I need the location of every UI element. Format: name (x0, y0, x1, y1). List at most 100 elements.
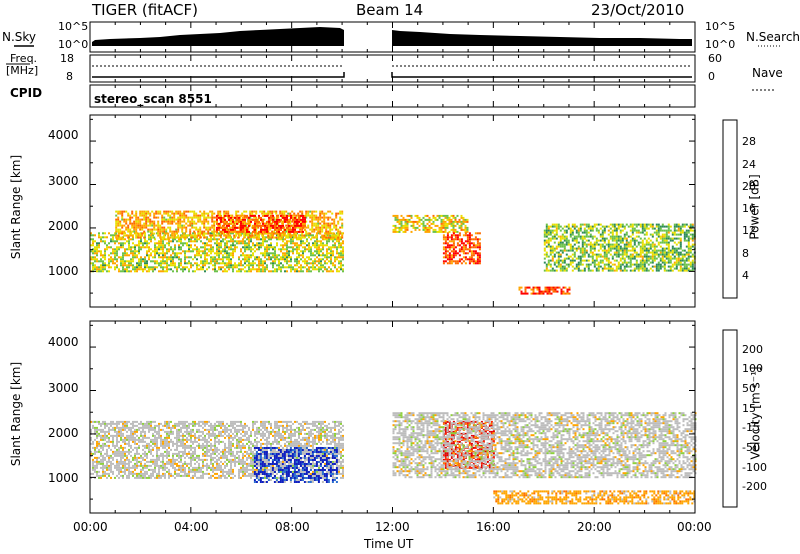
heatmap-cell (262, 224, 264, 227)
heatmap-cell (587, 255, 590, 258)
heatmap-cell (134, 446, 136, 449)
heatmap-cell (585, 235, 588, 238)
heatmap-cell (593, 243, 596, 246)
heatmap-cell (160, 262, 162, 265)
heatmap-cell (163, 210, 166, 213)
heatmap-cell (426, 218, 429, 221)
heatmap-cell (334, 260, 336, 263)
heatmap-cell (96, 472, 98, 475)
heatmap-cell (152, 234, 154, 237)
heatmap-cell (216, 218, 218, 221)
heatmap-cell (280, 268, 282, 271)
heatmap-cell (609, 235, 612, 238)
heatmap-cell (166, 250, 168, 253)
heatmap-cell (655, 225, 658, 228)
heatmap-cell (173, 218, 176, 221)
heatmap-cell (335, 236, 338, 239)
heatmap-cell (442, 236, 445, 239)
heatmap-cell (177, 222, 180, 225)
heatmap-cell (691, 235, 694, 238)
heatmap-cell (679, 231, 682, 234)
heatmap-cell (341, 226, 344, 229)
heatmap-cell (653, 259, 656, 262)
heatmap-cell (410, 214, 413, 217)
heatmap-cell (267, 210, 270, 213)
heatmap-cell (214, 260, 216, 263)
heatmap-cell (271, 232, 274, 235)
heatmap-cell (203, 210, 206, 213)
heatmap-cell (316, 244, 318, 247)
heatmap-cell (615, 251, 618, 254)
heatmap-cell (569, 227, 572, 230)
heatmap-cell (474, 250, 477, 253)
heatmap-cell (649, 225, 652, 228)
heatmap-cell (160, 252, 162, 255)
heatmap-cell (156, 248, 158, 251)
heatmap-cell (199, 228, 202, 231)
heatmap-cell (198, 268, 200, 271)
heatmap-cell (167, 236, 170, 239)
heatmap-cell (264, 214, 266, 217)
heatmap-cell (287, 234, 290, 237)
heatmap-cell (226, 232, 228, 235)
heatmap-cell (667, 249, 670, 252)
heatmap-cell (675, 265, 678, 268)
heatmap-cell (178, 246, 180, 249)
heatmap-cell (605, 225, 608, 228)
heatmap-cell (318, 240, 320, 243)
heatmap-cell (270, 232, 272, 235)
heatmap-cell (641, 261, 644, 264)
heatmap-cell (100, 444, 102, 447)
heatmap-cell (117, 228, 120, 231)
heatmap-cell (424, 224, 427, 227)
heatmap-cell (284, 242, 286, 245)
heatmap-cell (188, 256, 190, 259)
heatmap-cell (332, 262, 334, 265)
heatmap-cell (219, 210, 222, 213)
heatmap-cell (164, 238, 166, 241)
heatmap-cell (458, 244, 461, 247)
heatmap-cell (583, 243, 586, 246)
heatmap-cell (246, 214, 248, 217)
heatmap-cell (167, 226, 170, 229)
heatmap-cell (310, 234, 312, 237)
heatmap-cell (180, 258, 182, 261)
heatmap-cell (470, 260, 473, 263)
heatmap-cell (573, 227, 576, 230)
heatmap-cell (621, 261, 624, 264)
heatmap-cell (591, 235, 594, 238)
heatmap-cell (396, 218, 399, 221)
heatmap-cell (270, 218, 272, 221)
heatmap-cell (613, 227, 616, 230)
heatmap-cell (202, 250, 204, 253)
heatmap-cell (144, 452, 146, 455)
heatmap-cell (138, 262, 140, 265)
heatmap-cell (134, 468, 136, 471)
heatmap-cell (124, 264, 126, 267)
heatmap-cell (130, 450, 132, 453)
heatmap-cell (420, 218, 423, 221)
heatmap-cell (681, 225, 684, 228)
heatmap-cell (631, 253, 634, 256)
heatmap-cell (92, 238, 94, 241)
heatmap-cell (136, 266, 138, 269)
heatmap-cell (201, 222, 204, 225)
heatmap-cell (210, 252, 212, 255)
heatmap-cell (659, 241, 662, 244)
heatmap-cell (314, 268, 316, 271)
heatmap-cell (444, 214, 447, 217)
heatmap-cell (195, 226, 198, 229)
heatmap-cell (124, 462, 126, 465)
heatmap-cell (683, 263, 686, 266)
heatmap-cell (601, 249, 604, 252)
heatmap-cell (647, 237, 650, 240)
heatmap-cell (230, 262, 232, 265)
heatmap-cell (583, 231, 586, 234)
heatmap-cell (98, 420, 100, 423)
heatmap-cell (627, 249, 630, 252)
heatmap-cell (183, 212, 186, 215)
heatmap-cell (167, 214, 170, 217)
heatmap-cell (609, 227, 612, 230)
heatmap-cell (279, 210, 282, 213)
heatmap-cell (400, 224, 403, 227)
